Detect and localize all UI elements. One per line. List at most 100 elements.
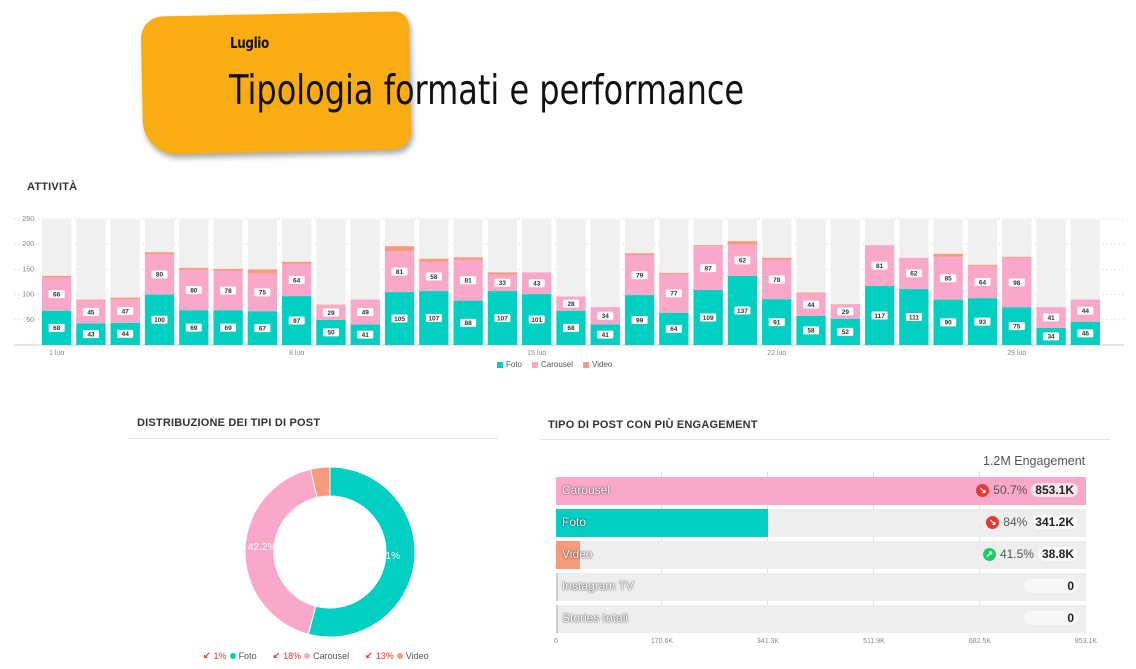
activity-bar-label-bg: [734, 256, 751, 265]
activity-bar-label: 93: [979, 319, 987, 326]
activity-bar-label: 44: [1082, 308, 1090, 315]
activity-bar-label: 107: [497, 315, 508, 322]
activity-bar-label: 101: [531, 317, 542, 324]
activity-bar-label-bg: [597, 330, 614, 339]
hbar-row-instagram-tv[interactable]: Instagram TV 0: [556, 573, 1086, 601]
hbar-row-foto[interactable]: Foto ↘ 84% 341.2K: [556, 509, 1086, 537]
activity-bar-label-bg: [974, 317, 991, 326]
activity-bar-label: 58: [807, 328, 815, 335]
activity-bar-video[interactable]: [659, 272, 689, 274]
activity-bar-label-bg: [837, 327, 854, 336]
activity-bar-label: 107: [428, 315, 439, 322]
activity-bar-video[interactable]: [487, 272, 518, 275]
activity-bar-video[interactable]: [419, 258, 449, 262]
donut-legend-foto[interactable]: ↙ 1% Foto: [203, 650, 257, 661]
activity-x-tick: 1 lug: [49, 350, 64, 355]
activity-bar-label: 29: [327, 310, 335, 317]
donut-slice-foto[interactable]: [307, 466, 416, 638]
activity-bar-label-bg: [322, 328, 339, 337]
activity-y-tick: 250: [22, 216, 34, 223]
activity-bar-video[interactable]: [453, 257, 483, 260]
activity-x-tick: 22 lug: [767, 350, 786, 355]
legend-item-foto[interactable]: Foto: [497, 360, 522, 369]
activity-bar-video[interactable]: [110, 297, 140, 300]
donut-legend-video[interactable]: ↙ 13% Video: [365, 650, 428, 661]
donut-slice-carousel[interactable]: [244, 468, 318, 635]
activity-bar-label-bg: [288, 316, 305, 325]
activity-bar-label-bg: [1077, 329, 1094, 338]
activity-bar-label-bg: [940, 318, 957, 327]
activity-bar-label-bg: [803, 300, 820, 309]
hbar-fill-stories: [556, 605, 559, 633]
activity-bar-label: 44: [807, 302, 815, 309]
activity-bar-label-bg: [631, 316, 648, 325]
activity-bar-video[interactable]: [179, 267, 209, 270]
activity-bar-video[interactable]: [76, 299, 106, 301]
activity-bar-video[interactable]: [247, 269, 278, 274]
hbar-row-carousel[interactable]: Carousel ↘ 50.7% 853.1K: [556, 477, 1086, 505]
legend-swatch-carousel: [532, 361, 539, 368]
activity-bar-label-bg: [528, 279, 545, 288]
hbar-fill-carousel: [556, 477, 1086, 505]
distribution-donut: 54.1% 42.2%: [244, 466, 416, 638]
donut-label-foto-pct: 54.1%: [372, 551, 400, 562]
activity-bar-label-bg: [528, 315, 545, 324]
activity-bar-label-bg: [48, 323, 65, 332]
activity-bar-video[interactable]: [693, 245, 723, 247]
legend-item-carousel[interactable]: Carousel: [532, 360, 573, 369]
activity-bar-label-bg: [460, 276, 477, 285]
activity-x-tick: 8 lug: [289, 350, 304, 355]
activity-bar-video[interactable]: [762, 257, 792, 260]
activity-bar-video[interactable]: [1002, 256, 1032, 258]
engagement-title: TIPO DI POST CON PIÙ ENGAGEMENT: [548, 419, 758, 431]
activity-bar-label: 91: [773, 319, 781, 326]
activity-bar-label: 75: [259, 290, 267, 297]
legend-item-video[interactable]: Video: [583, 360, 612, 369]
activity-bar-video[interactable]: [144, 252, 175, 255]
activity-bar-video[interactable]: [384, 246, 415, 252]
hbar-axis-tick: 170.6K: [650, 638, 674, 645]
activity-bar-label-bg: [1077, 306, 1094, 315]
activity-bar-video[interactable]: [727, 241, 758, 245]
activity-bar-label-bg: [494, 278, 511, 287]
activity-bar-label: 68: [567, 325, 575, 332]
activity-bar-label-bg: [871, 311, 888, 320]
activity-x-tick: 15 lug: [527, 350, 546, 355]
hbar-row-video[interactable]: Video ↗ 41.5% 38.8K: [556, 541, 1086, 569]
activity-bar-video[interactable]: [624, 253, 655, 256]
donut-slice-video[interactable]: [309, 466, 331, 499]
activity-bar-label: 58: [430, 274, 438, 281]
activity-bar-label-bg: [185, 286, 202, 295]
activity-bar-label: 81: [465, 278, 473, 285]
activity-bar-label: 109: [703, 315, 714, 322]
activity-bar-video[interactable]: [213, 268, 243, 271]
donut-legend-carousel[interactable]: ↙ 18% Carousel: [273, 650, 350, 661]
hbar-values-carousel: ↘ 50.7% 853.1K: [976, 483, 1078, 497]
activity-bar-label-bg: [494, 314, 511, 323]
activity-bar-label: 90: [945, 320, 953, 327]
activity-y-tick: 50: [26, 317, 34, 324]
activity-bar-video[interactable]: [933, 253, 963, 257]
activity-bar-video[interactable]: [967, 264, 998, 266]
legend-label-video: Video: [592, 360, 613, 369]
activity-bar-label: 64: [979, 279, 987, 286]
activity-bar-label-bg: [700, 264, 717, 273]
activity-bar-label: 45: [87, 309, 95, 316]
activity-bar-video[interactable]: [282, 261, 312, 264]
activity-bar-label-bg: [837, 307, 854, 316]
activity-bar-label: 69: [190, 325, 198, 332]
hbar-values-foto: ↘ 84% 341.2K: [986, 515, 1078, 529]
donut-label-carousel-pct: 42.2%: [248, 542, 276, 553]
activity-bar-label: 52: [842, 329, 850, 336]
activity-bar-video[interactable]: [42, 275, 72, 278]
activity-bar-label: 97: [293, 318, 301, 325]
engagement-divider: [540, 439, 1110, 440]
activity-bar-label-bg: [288, 275, 305, 284]
activity-bar-label-bg: [117, 329, 134, 338]
activity-bar-video[interactable]: [796, 292, 826, 294]
activity-bar-label-bg: [597, 311, 614, 320]
hbar-row-stories[interactable]: Stories totali 0: [556, 605, 1086, 633]
activity-bar-label: 80: [156, 272, 164, 279]
activity-bar-label-bg: [220, 323, 237, 332]
activity-bar-video[interactable]: [316, 304, 346, 306]
